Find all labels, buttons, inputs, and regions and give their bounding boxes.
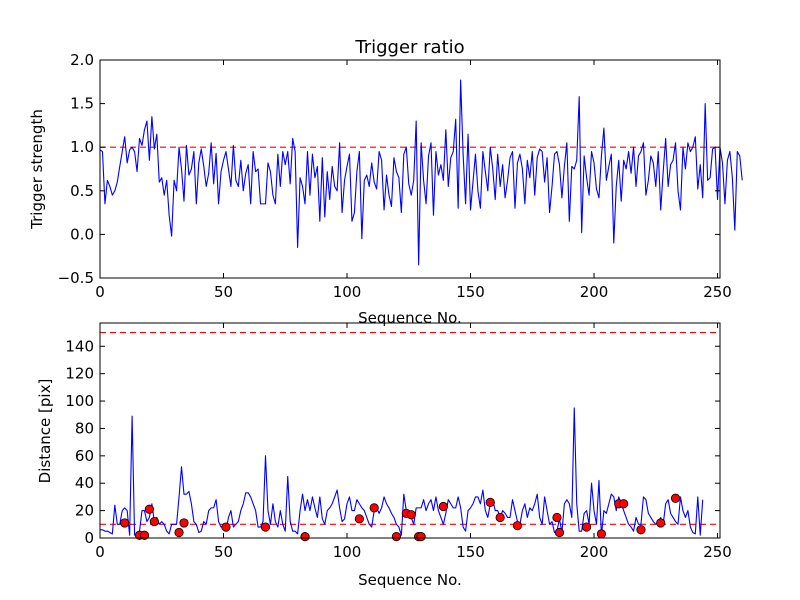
flagged-point [619,499,629,509]
y-tick-label: 80 [75,419,94,437]
flagged-point [120,518,130,528]
x-axis-label-bottom: Sequence No. [358,571,462,589]
x-tick-label: 250 [703,283,732,301]
flagged-point [552,512,562,523]
flagged-point [391,532,402,542]
flagged-point [438,501,448,512]
flagged-point [144,504,155,514]
flagged-point [221,522,231,532]
flagged-point [512,521,523,531]
flagged-point [582,522,592,532]
flagged-point [300,532,310,542]
plot-frame-bottom [99,322,721,539]
y-tick-label: 120 [65,365,94,383]
x-tick-label: 0 [95,543,105,561]
axis-ticks-bottom: 0 50 100 150 200 250 0 20 40 60 80 100 120 140 [65,323,732,561]
flagged-point [554,527,565,538]
x-axis-label-top: Sequence No. [358,309,462,327]
flagged-point [139,530,150,540]
x-tick-label: 100 [333,283,362,301]
y-tick-label: 140 [65,337,94,355]
y-tick-label: 20 [75,502,94,520]
flagged-point [636,525,646,535]
x-tick-label: 150 [456,283,485,301]
y-tick-label: 1.5 [70,95,94,113]
y-tick-label: 0 [84,529,94,547]
x-tick-label: 200 [580,283,609,301]
flagged-point [495,512,505,523]
flagged-point [179,518,189,528]
x-tick-label: 50 [214,283,233,301]
y-tick-label: 0.5 [70,182,94,200]
y-tick-label: 40 [75,474,94,492]
y-axis-label-bottom: Distance [pix] [36,379,54,484]
x-tick-label: 50 [214,543,233,561]
flagged-point [485,497,495,507]
x-tick-label: 100 [333,543,362,561]
flagged-point [174,527,184,538]
trigger-series [99,79,743,266]
y-tick-label: 60 [75,447,94,465]
x-tick-label: 0 [95,283,105,301]
chart-title: Trigger ratio [354,37,464,58]
axis-ticks-top: 0 50 100 150 200 250 −0.5 0.0 0.5 1.0 1.5 2.0 [58,51,732,301]
distance-series [100,331,720,542]
series-line [100,407,704,536]
x-tick-label: 200 [580,543,609,561]
distance-chart: 0 50 100 150 200 250 0 20 40 60 80 100 120 140 Sequen… [36,322,732,589]
flagged-point [406,510,416,520]
y-tick-label: 0.0 [70,225,94,243]
y-tick-label: 100 [65,392,94,410]
flagged-point [596,529,607,539]
y-axis-label-top: Trigger strength [28,109,46,230]
series-line [99,79,743,266]
y-tick-label: 1.0 [70,138,94,156]
y-tick-label: 2.0 [70,51,94,69]
flagged-point [656,518,666,528]
flagged-point [670,493,681,503]
flagged-point [260,522,271,532]
trigger-ratio-chart: Trigger ratio 0 50 100 150 200 250 −0.5 0.0 0.5 1… [28,37,743,327]
flagged-point [354,514,364,524]
flagged-point [149,516,159,527]
plot-frame-top [99,59,721,279]
flagged-point [369,503,379,513]
flagged-point [416,532,426,542]
x-tick-label: 150 [456,543,485,561]
x-tick-label: 250 [703,543,732,561]
y-tick-label: −0.5 [58,269,94,287]
